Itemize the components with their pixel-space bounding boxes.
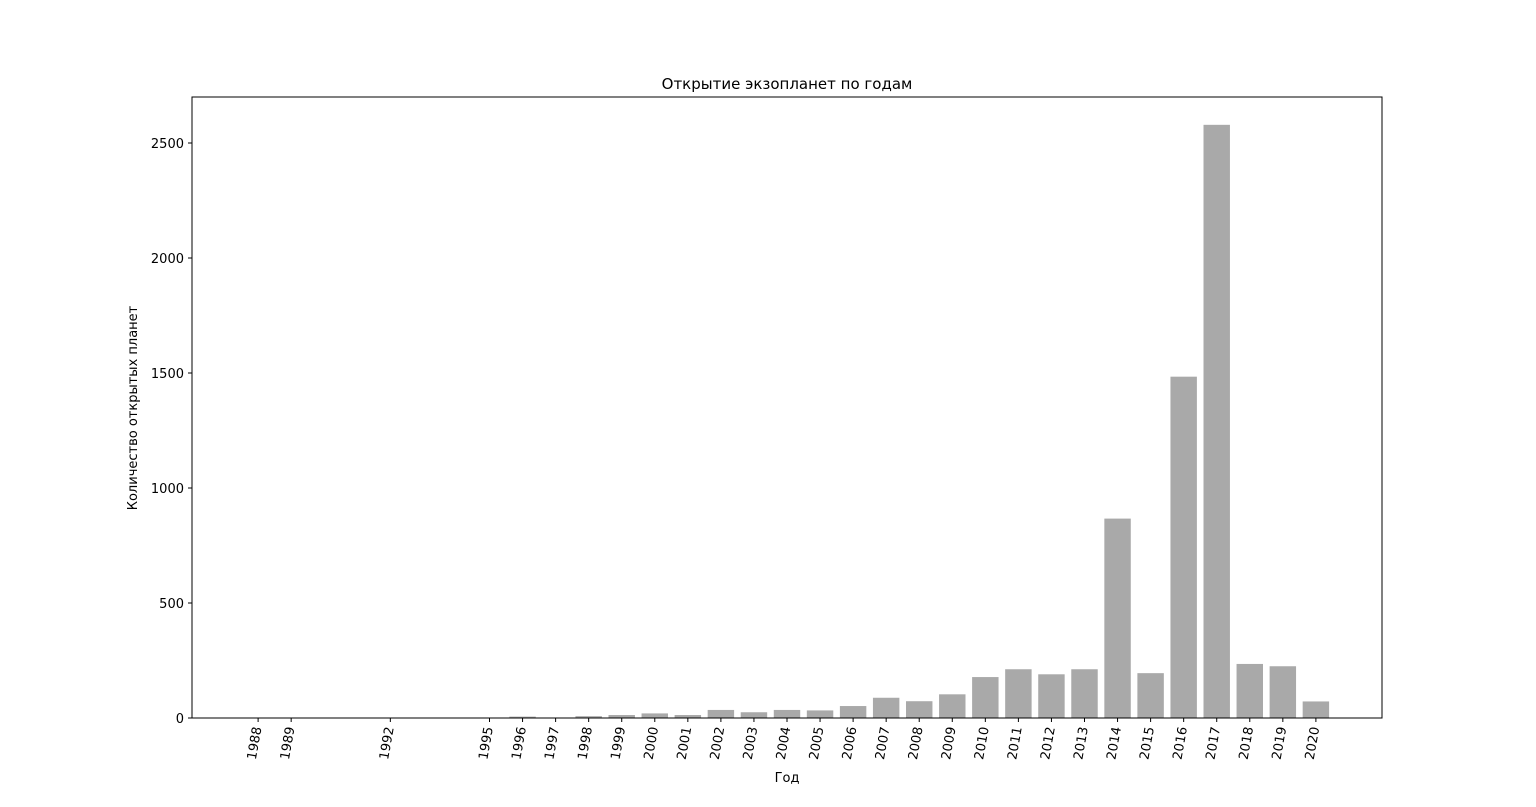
x-tick-label-2018: 2018 — [1237, 726, 1258, 761]
y-tick-label-2500: 2500 — [151, 137, 184, 152]
bar-1999 — [608, 715, 635, 718]
x-tick-label-2009: 2009 — [939, 726, 960, 761]
y-tick-label-2000: 2000 — [151, 252, 184, 267]
x-tick-label-2004: 2004 — [774, 726, 795, 761]
bar-2010 — [972, 677, 999, 718]
bar-2011 — [1005, 669, 1032, 718]
bar-2000 — [641, 713, 668, 718]
y-axis-label: Количество открытых планет — [126, 305, 141, 510]
bars — [244, 124, 1330, 718]
bar-2007 — [872, 697, 900, 718]
bar-2017 — [1203, 124, 1230, 718]
y-tick-label-1500: 1500 — [151, 367, 184, 382]
bar-2009 — [939, 694, 966, 718]
x-tick-label-2007: 2007 — [873, 726, 894, 761]
bar-2003 — [740, 712, 768, 718]
x-tick-label-2000: 2000 — [642, 726, 663, 761]
x-tick-label-1997: 1997 — [542, 726, 563, 761]
y-tick-label-1000: 1000 — [151, 482, 184, 497]
bar-2015 — [1137, 673, 1164, 718]
x-tick-label-1988: 1988 — [245, 726, 266, 761]
x-tick-label-2005: 2005 — [807, 726, 828, 761]
x-tick-label-2001: 2001 — [675, 726, 696, 761]
bar-2020 — [1302, 701, 1330, 718]
bar-1998 — [575, 716, 602, 718]
y-tick-label-500: 500 — [159, 597, 184, 612]
x-tick-label-1999: 1999 — [609, 726, 630, 761]
bar-2002 — [707, 709, 735, 718]
bar-2019 — [1269, 666, 1297, 718]
bar-2006 — [839, 706, 867, 718]
bar-2016 — [1170, 376, 1197, 718]
plot-frame — [191, 96, 1383, 719]
x-tick-label-2010: 2010 — [972, 726, 993, 761]
x-axis-label: Год — [775, 771, 800, 786]
bar-2012 — [1038, 674, 1065, 718]
x-tick-label-2019: 2019 — [1270, 726, 1291, 761]
bar-2005 — [806, 710, 834, 718]
x-tick-label-1989: 1989 — [278, 726, 299, 761]
x-tick-label-1995: 1995 — [476, 726, 497, 761]
x-tick-label-2016: 2016 — [1171, 726, 1192, 761]
y-axis-ticks: 0 500 1000 1500 2000 2500 — [151, 137, 192, 727]
x-tick-label-1998: 1998 — [576, 726, 597, 761]
x-tick-label-2003: 2003 — [741, 726, 762, 761]
x-tick-label-1996: 1996 — [509, 726, 530, 761]
x-axis-ticks: 1988 1989 1992 1995 1996 1997 1998 1999 2000 2001… — [245, 718, 1323, 761]
x-tick-label-2008: 2008 — [906, 726, 927, 761]
x-tick-label-2014: 2014 — [1104, 726, 1125, 761]
bar-2004 — [773, 709, 801, 718]
bar-1996 — [509, 716, 536, 718]
chart-title: Открытие экзопланет по годам — [662, 75, 913, 93]
bar-2001 — [674, 715, 702, 718]
x-tick-label-2017: 2017 — [1204, 726, 1225, 761]
x-tick-label-2020: 2020 — [1303, 726, 1324, 761]
x-tick-label-2013: 2013 — [1071, 726, 1092, 761]
x-tick-label-2012: 2012 — [1038, 726, 1059, 761]
x-tick-label-2002: 2002 — [708, 726, 729, 761]
x-tick-label-2015: 2015 — [1137, 726, 1158, 761]
x-tick-label-1992: 1992 — [377, 726, 398, 761]
bar-2008 — [906, 701, 933, 718]
bar-2014 — [1104, 518, 1131, 718]
bar-2018 — [1236, 663, 1263, 718]
x-tick-label-2011: 2011 — [1005, 726, 1026, 761]
x-tick-label-2006: 2006 — [840, 726, 861, 761]
bar-2013 — [1071, 669, 1098, 718]
y-tick-label-0: 0 — [176, 712, 184, 727]
